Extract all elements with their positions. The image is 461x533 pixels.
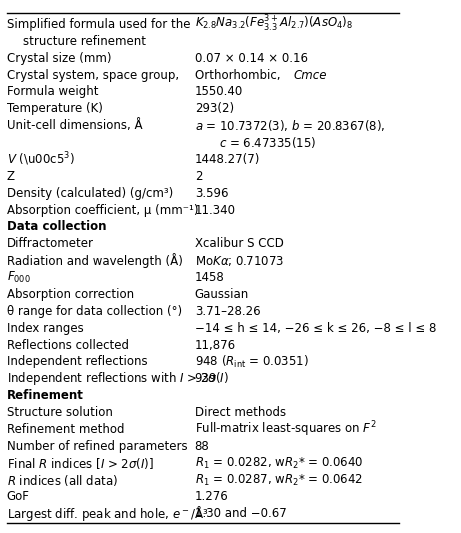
Text: $R_1$ = 0.0287, w$R_2$* = 0.0642: $R_1$ = 0.0287, w$R_2$* = 0.0642 — [195, 473, 363, 488]
Text: Final $R$ indices [$I$ > 2$\sigma$($I$)]: Final $R$ indices [$I$ > 2$\sigma$($I$)] — [7, 456, 154, 471]
Text: 88: 88 — [195, 440, 209, 453]
Text: 3.71–28.26: 3.71–28.26 — [195, 305, 260, 318]
Text: Formula weight: Formula weight — [7, 85, 98, 99]
Text: 293(2): 293(2) — [195, 102, 234, 115]
Text: Data collection: Data collection — [7, 221, 106, 233]
Text: $K_{2.8}Na_{3.2}(Fe^{3+}_{3.3}Al_{2.7})(AsO_4)_8$: $K_{2.8}Na_{3.2}(Fe^{3+}_{3.3}Al_{2.7})(… — [195, 14, 353, 35]
Text: Radiation and wavelength (Å): Radiation and wavelength (Å) — [7, 253, 183, 268]
Text: Crystal size (mm): Crystal size (mm) — [7, 52, 111, 64]
Text: Refinement: Refinement — [7, 389, 83, 402]
Text: θ range for data collection (°): θ range for data collection (°) — [7, 305, 182, 318]
Text: 1458: 1458 — [195, 271, 225, 284]
Text: Full-matrix least-squares on $F^2$: Full-matrix least-squares on $F^2$ — [195, 419, 377, 439]
Text: 11.340: 11.340 — [195, 204, 236, 216]
Text: Diffractometer: Diffractometer — [7, 237, 94, 251]
Text: 2: 2 — [195, 170, 202, 183]
Text: Unit-cell dimensions, Å: Unit-cell dimensions, Å — [7, 119, 142, 132]
Text: Z: Z — [7, 170, 15, 183]
Text: Simplified formula used for the: Simplified formula used for the — [7, 18, 190, 31]
Text: Largest diff. peak and hole, $e^-$/Å³: Largest diff. peak and hole, $e^-$/Å³ — [7, 504, 208, 523]
Text: 1448.27(7): 1448.27(7) — [195, 153, 260, 166]
Text: Independent reflections: Independent reflections — [7, 356, 148, 368]
Text: GoF: GoF — [7, 490, 30, 504]
Text: 939: 939 — [195, 373, 217, 385]
Text: Index ranges: Index ranges — [7, 322, 83, 335]
Text: Number of refined parameters: Number of refined parameters — [7, 440, 188, 453]
Text: 3.596: 3.596 — [195, 187, 228, 200]
Text: Density (calculated) (g/cm³): Density (calculated) (g/cm³) — [7, 187, 173, 200]
Text: Mo$K\alpha$; 0.71073: Mo$K\alpha$; 0.71073 — [195, 254, 284, 268]
Text: structure refinement: structure refinement — [23, 35, 146, 48]
Text: Gaussian: Gaussian — [195, 288, 249, 301]
Text: 1550.40: 1550.40 — [195, 85, 243, 99]
Text: Structure solution: Structure solution — [7, 406, 112, 419]
Text: $F_{000}$: $F_{000}$ — [7, 270, 30, 285]
Text: Crystal system, space group,: Crystal system, space group, — [7, 69, 179, 82]
Text: Reflections collected: Reflections collected — [7, 338, 129, 352]
Text: $a$ = 10.7372(3), $b$ = 20.8367(8),: $a$ = 10.7372(3), $b$ = 20.8367(8), — [195, 118, 385, 133]
Text: 0.07 × 0.14 × 0.16: 0.07 × 0.14 × 0.16 — [195, 52, 307, 64]
Text: Direct methods: Direct methods — [195, 406, 286, 419]
Text: 1.30 and −0.67: 1.30 and −0.67 — [195, 507, 286, 520]
Text: Orthorhombic,: Orthorhombic, — [195, 69, 284, 82]
Text: Cmce: Cmce — [294, 69, 327, 82]
Text: Independent reflections with $I$ > 2$\sigma$($I$): Independent reflections with $I$ > 2$\si… — [7, 370, 229, 387]
Text: $R$ indices (all data): $R$ indices (all data) — [7, 473, 118, 488]
Text: Absorption coefficient, μ (mm⁻¹): Absorption coefficient, μ (mm⁻¹) — [7, 204, 198, 216]
Text: Temperature (K): Temperature (K) — [7, 102, 103, 115]
Text: Refinement method: Refinement method — [7, 423, 124, 436]
Text: $R_1$ = 0.0282, w$R_2$* = 0.0640: $R_1$ = 0.0282, w$R_2$* = 0.0640 — [195, 456, 363, 471]
Text: $c$ = 6.47335(15): $c$ = 6.47335(15) — [219, 135, 316, 150]
Text: 1.276: 1.276 — [195, 490, 229, 504]
Text: 11,876: 11,876 — [195, 338, 236, 352]
Text: Absorption correction: Absorption correction — [7, 288, 134, 301]
Text: $V$ (\u00c5$^3$): $V$ (\u00c5$^3$) — [7, 151, 75, 168]
Text: −14 ≤ h ≤ 14, −26 ≤ k ≤ 26, −8 ≤ l ≤ 8: −14 ≤ h ≤ 14, −26 ≤ k ≤ 26, −8 ≤ l ≤ 8 — [195, 322, 436, 335]
Text: Xcalibur S CCD: Xcalibur S CCD — [195, 237, 284, 251]
Text: 948 ($R_\mathrm{int}$ = 0.0351): 948 ($R_\mathrm{int}$ = 0.0351) — [195, 354, 309, 370]
